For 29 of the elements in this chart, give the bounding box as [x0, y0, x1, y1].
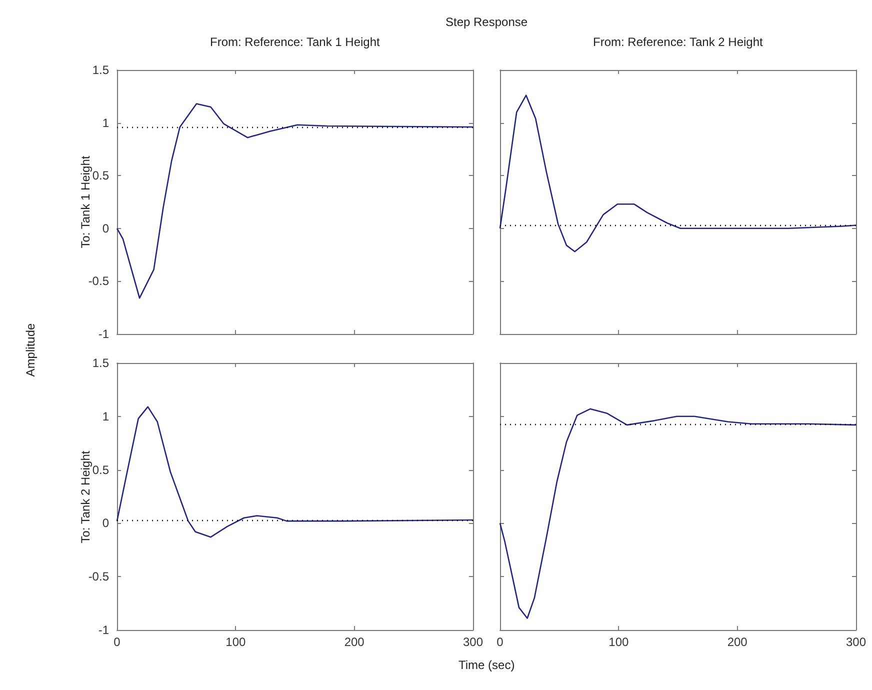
x-tick-label: 0 [114, 635, 121, 649]
y-tick-label: -1 [98, 623, 110, 637]
y-tick-label: 1.5 [92, 356, 110, 370]
chart-title: Step Response [446, 15, 528, 29]
y-tick-label: 0.5 [92, 168, 110, 183]
line-series [116, 103, 474, 299]
x-tick-label: 0 [496, 635, 504, 649]
x-tick-label: 300 [846, 635, 866, 649]
line-series [116, 406, 474, 538]
y-tick-label: 0 [102, 516, 110, 530]
x-tick-label: 100 [608, 635, 629, 649]
x-axis-title: Time (sec) [458, 658, 515, 672]
x-tick-label: 300 [462, 635, 484, 649]
chart-subtitle: From: Reference: Tank 1 Height [210, 35, 380, 49]
y-tick-label: -1 [98, 327, 110, 341]
y-tick-label: 0 [102, 221, 110, 236]
y-tick-label: 1.5 [92, 63, 110, 77]
y-axis-title: To: Tank 1 Height [78, 156, 92, 248]
x-tick-label: 100 [226, 635, 246, 649]
y-tick-label: 1 [102, 409, 110, 424]
y-axis-title: To: Tank 2 Height [78, 450, 92, 543]
y-tick-label: -0.5 [88, 274, 110, 288]
text: Amplitude [23, 323, 38, 377]
x-tick-label: 200 [344, 635, 365, 649]
chart-subtitle: From: Reference: Tank 2 Height [593, 35, 763, 49]
y-tick-label: -0.5 [88, 570, 110, 584]
x-tick-label: 200 [727, 635, 748, 649]
y-tick-label: 0.5 [92, 462, 110, 477]
y-tick-label: 1 [102, 116, 110, 130]
